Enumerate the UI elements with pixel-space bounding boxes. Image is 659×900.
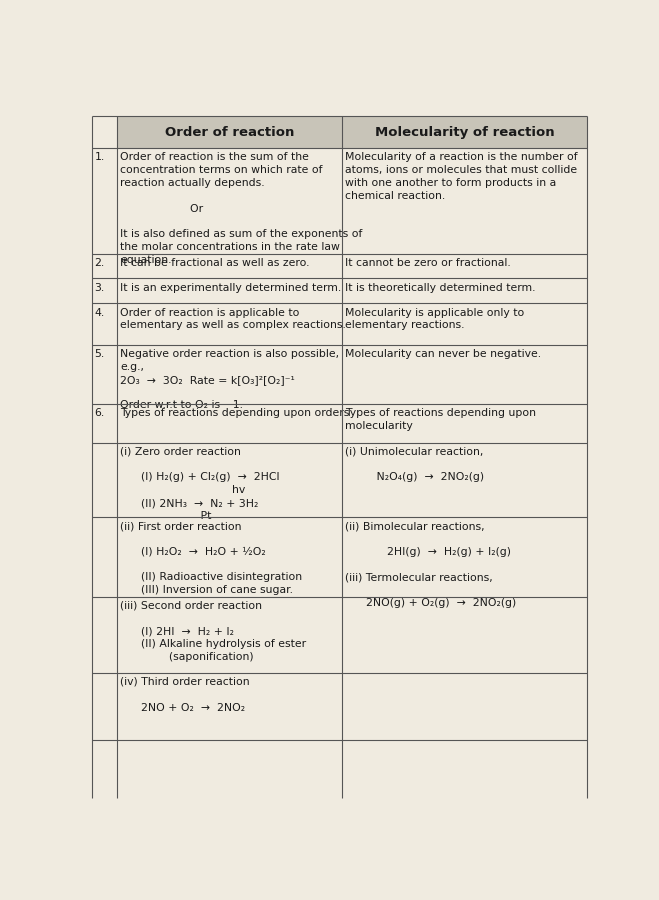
Text: (iii) Second order reaction

      (I) 2HI  →  H₂ + I₂
      (II) Alkaline hydro: (iii) Second order reaction (I) 2HI → H₂… [120,600,306,662]
Text: Molecularity is applicable only to
elementary reactions.: Molecularity is applicable only to eleme… [345,308,524,330]
Text: Order of reaction is applicable to
elementary as well as complex reactions.: Order of reaction is applicable to eleme… [120,308,346,330]
Text: It can be fractional as well as zero.: It can be fractional as well as zero. [120,257,310,267]
Text: Types of reactions depending upon orders: Types of reactions depending upon orders [120,408,349,418]
Text: Negative order reaction is also possible,
e.g.,
2O₃  →  3O₂  Rate = k[O₃]²[O₂]⁻¹: Negative order reaction is also possible… [120,349,339,410]
Text: It cannot be zero or fractional.: It cannot be zero or fractional. [345,257,511,267]
Text: (i) Unimolecular reaction,

         N₂O₄(g)  →  2NO₂(g): (i) Unimolecular reaction, N₂O₄(g) → 2NO… [345,447,484,482]
Text: Order of reaction: Order of reaction [165,126,294,139]
Text: 1.: 1. [95,152,105,162]
Text: 2.: 2. [95,257,105,267]
Text: It is an experimentally determined term.: It is an experimentally determined term. [120,283,341,293]
Text: 5.: 5. [95,349,105,359]
Text: Types of reactions depending upon
molecularity: Types of reactions depending upon molecu… [345,408,536,431]
Bar [117,116,587,148]
Text: Molecularity of reaction: Molecularity of reaction [374,126,554,139]
Text: Molecularity can never be negative.: Molecularity can never be negative. [345,349,541,359]
Text: 4.: 4. [95,308,105,318]
Text: 6.: 6. [95,408,105,418]
Text: (iv) Third order reaction

      2NO + O₂  →  2NO₂: (iv) Third order reaction 2NO + O₂ → 2NO… [120,677,250,713]
Text: (ii) First order reaction

      (I) H₂O₂  →  H₂O + ½O₂

      (II) Radioactive : (ii) First order reaction (I) H₂O₂ → H₂O… [120,521,302,595]
Text: (i) Zero order reaction

      (I) H₂(g) + Cl₂(g)  →  2HCl
                     : (i) Zero order reaction (I) H₂(g) + Cl₂(… [120,447,279,521]
Text: It is theoretically determined term.: It is theoretically determined term. [345,283,535,293]
Text: (ii) Bimolecular reactions,

            2HI(g)  →  H₂(g) + I₂(g)

(iii) Termole: (ii) Bimolecular reactions, 2HI(g) → H₂(… [345,521,516,608]
Text: 3.: 3. [95,283,105,293]
Text: Order of reaction is the sum of the
concentration terms on which rate of
reactio: Order of reaction is the sum of the conc… [120,152,362,265]
Text: Molecularity of a reaction is the number of
atoms, ions or molecules that must c: Molecularity of a reaction is the number… [345,152,577,201]
